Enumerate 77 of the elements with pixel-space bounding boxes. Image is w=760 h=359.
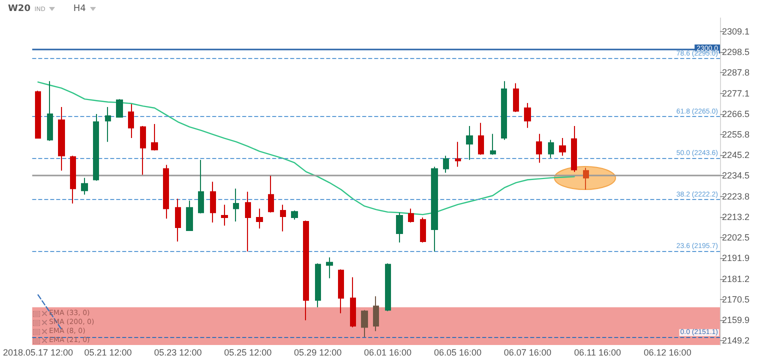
x-tick-label: 06.05 16:00: [434, 348, 482, 358]
candlestick: [385, 262, 391, 312]
candlestick: [373, 296, 379, 332]
candlestick: [105, 106, 111, 142]
candlestick: [221, 204, 228, 226]
candlestick: [443, 155, 449, 174]
candlestick: [58, 106, 65, 172]
x-tick-label: 05.21 12:00: [84, 348, 132, 358]
y-tick-label: 2149.2: [722, 336, 750, 346]
candlestick: [140, 125, 146, 176]
candlestick: [583, 167, 589, 190]
candlestick: [245, 191, 251, 252]
y-tick-label: 2277.1: [722, 88, 750, 98]
y-tick-label: 2309.1: [722, 26, 750, 36]
candlestick: [408, 208, 414, 224]
candlestick: [128, 104, 134, 138]
candlestick: [361, 310, 368, 338]
candlestick: [198, 159, 204, 214]
candlestick: [396, 212, 403, 243]
candlestick: [47, 80, 53, 142]
candlestick: [151, 124, 158, 152]
candlestick: [233, 188, 239, 222]
y-tick-label: 2191.9: [722, 253, 750, 264]
x-tick-label: 05.25 12:00: [224, 348, 272, 358]
y-tick-label: 2287.8: [722, 68, 750, 78]
candlestick: [35, 90, 41, 139]
candlestick: [431, 166, 438, 252]
y-tick-label: 2213.2: [722, 212, 750, 222]
candlestick: [559, 137, 566, 156]
candlestick: [524, 102, 531, 128]
y-tick-label: 2223.8: [722, 191, 750, 202]
candlestick: [256, 208, 263, 230]
candlestick: [116, 98, 123, 118]
y-tick-label: 2202.5: [722, 232, 750, 243]
y-tick-label: 2266.5: [722, 108, 750, 119]
y-tick-label: 2234.5: [722, 170, 750, 181]
y-tick-label: 2245.2: [722, 150, 750, 160]
chart-title: W20: [8, 4, 30, 14]
candlestick: [81, 177, 88, 196]
y-tick-label: 2255.8: [722, 129, 750, 140]
candlestick: [210, 181, 216, 224]
x-tick-label: 05.23 12:00: [154, 348, 202, 358]
candlestick: [420, 216, 426, 243]
candlestick: [70, 155, 76, 204]
y-tick-label: 2181.2: [722, 274, 750, 284]
candlestick: [163, 164, 169, 220]
candlestick: [478, 122, 484, 156]
candlestick: [93, 113, 99, 182]
candlestick: [490, 133, 496, 156]
x-tick-label: 06.11 16:00: [574, 348, 622, 358]
text: H4: [73, 4, 86, 14]
candlestick: [466, 125, 473, 160]
x-tick-label: 2018.05.17 12:00: [2, 348, 74, 358]
candlestick: [315, 262, 321, 308]
y-tick-label: 2298.5: [722, 46, 750, 57]
x-tick-label: 06.01 16:00: [364, 348, 412, 358]
y-tick-label: 2170.5: [722, 294, 750, 305]
x-tick-label: 06.07 16:00: [504, 348, 552, 358]
candlestick: [571, 125, 577, 172]
candlestick: [513, 82, 519, 113]
candlestick: [455, 141, 461, 168]
candlestick: [350, 276, 356, 328]
x-tick-label: 05.29 12:00: [294, 348, 342, 358]
candlestick: [338, 268, 344, 314]
candlestick: [175, 198, 181, 242]
x-tick-label: 06.12 16:00: [644, 348, 692, 358]
candlestick: [548, 139, 554, 158]
candlestick: [303, 220, 309, 321]
candlestick: [268, 175, 274, 213]
y-tick-label: 2159.9: [722, 315, 750, 326]
candlestick: [501, 80, 507, 140]
candlestick: [280, 204, 286, 232]
candlestick: [326, 256, 333, 279]
candlestick: [291, 210, 298, 220]
candlestick: [186, 200, 193, 232]
line-series: [37, 81, 575, 216]
candlestick: [536, 133, 542, 164]
